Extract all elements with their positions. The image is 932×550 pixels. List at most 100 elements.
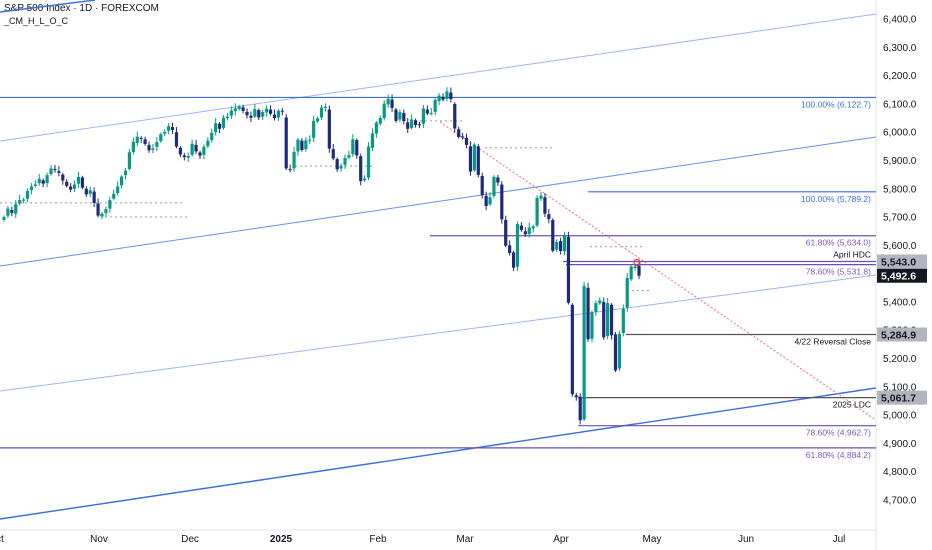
candle-body-110 (433, 99, 437, 112)
x-tick-label-7: May (643, 534, 662, 545)
candle-body-11 (45, 175, 49, 184)
candle-body-100 (394, 109, 398, 121)
candle-body-138 (543, 197, 547, 214)
candle-body-1 (6, 208, 10, 216)
level-label-7: 78.60% (4,962.7) (806, 428, 871, 438)
candle-body-152 (598, 300, 602, 304)
candle-body-145 (570, 304, 574, 395)
candle-body-64 (253, 108, 257, 117)
candle-body-111 (437, 95, 441, 102)
candle-body-124 (488, 197, 492, 205)
candle-body-137 (539, 195, 543, 199)
candle-body-15 (61, 174, 65, 181)
y-tick-label-0: 6,400.0 (883, 15, 917, 26)
candle-body-115 (453, 103, 457, 129)
candle-body-141 (555, 241, 559, 250)
candle-body-6 (25, 191, 30, 199)
candle-body-112 (441, 96, 445, 100)
candle-body-71 (280, 110, 284, 112)
x-tick-label-2: Dec (181, 534, 199, 545)
candle-body-78 (308, 139, 312, 141)
candle-body-63 (249, 115, 253, 118)
x-tick-label-4: Feb (369, 534, 387, 545)
candle-body-128 (504, 219, 508, 246)
candle-body-114 (449, 92, 453, 100)
candle-body-92 (363, 178, 367, 181)
candle-body-104 (410, 119, 414, 128)
high-marker (633, 258, 641, 267)
candle-body-70 (276, 110, 280, 118)
y-tick-label-4: 6,000.0 (883, 128, 917, 139)
y-tick-label-6: 5,800.0 (883, 184, 917, 195)
y-tick-label-8: 5,600.0 (883, 241, 917, 252)
candle-body-0 (2, 217, 6, 220)
candle-body-9 (37, 178, 41, 184)
candle-body-27 (108, 200, 112, 209)
candle-body-136 (535, 197, 539, 226)
channel-mid-line (0, 136, 877, 267)
candle-body-107 (421, 108, 426, 124)
level-label-8: 61.80% (4,884.2) (806, 450, 871, 460)
candle-body-43 (170, 127, 175, 130)
candle-body-116 (457, 129, 461, 137)
candle-body-82 (323, 106, 328, 109)
candle-body-134 (527, 227, 531, 235)
price-badge-label-2: 5,284.9 (881, 330, 916, 342)
candle-body-126 (496, 177, 500, 183)
candle-body-143 (562, 236, 567, 252)
y-tick-label-3: 6,100.0 (883, 99, 917, 110)
candle-body-120 (472, 144, 476, 171)
candle-body-79 (312, 120, 316, 138)
candle-body-7 (29, 186, 34, 191)
trendline-top-fragment (0, 0, 96, 13)
indicator-label: _CM_H_L_O_C (4, 16, 69, 26)
x-tick-label-3: 2025 (270, 534, 293, 545)
candle-body-24 (96, 203, 100, 216)
candle-body-125 (492, 176, 496, 196)
candle-body-67 (265, 108, 269, 113)
candle-body-80 (315, 118, 320, 122)
y-tick-label-7: 5,700.0 (883, 213, 917, 224)
level-label-3: April HDC (833, 249, 871, 259)
candle-body-37 (147, 144, 151, 151)
y-tick-label-1: 6,300.0 (883, 43, 917, 54)
candle-body-84 (331, 149, 335, 159)
y-tick-label-15: 4,900.0 (883, 439, 917, 450)
candle-body-53 (210, 132, 214, 141)
candle-body-109 (429, 112, 433, 114)
candle-body-57 (225, 116, 230, 119)
candle-body-81 (319, 107, 324, 118)
candle-body-127 (500, 184, 504, 220)
candle-body-30 (119, 176, 124, 186)
candle-body-106 (417, 124, 422, 126)
candle-body-16 (65, 181, 69, 186)
candle-body-72 (284, 117, 288, 169)
candle-body-14 (57, 171, 61, 173)
candle-body-130 (511, 252, 516, 268)
candle-body-61 (241, 107, 245, 111)
level-label-6: 2025 LDC (833, 400, 871, 410)
candle-body-33 (131, 141, 135, 152)
candle-body-76 (300, 140, 304, 151)
candle-body-95 (374, 122, 378, 134)
candle-body-38 (151, 148, 155, 150)
candle-body-29 (116, 186, 120, 194)
candle-body-105 (413, 120, 418, 126)
candle-body-121 (476, 146, 480, 175)
candle-body-101 (398, 112, 402, 120)
price-badge-bg-3 (877, 390, 927, 405)
x-tick-label-1: Nov (90, 534, 108, 545)
candle-body-86 (339, 165, 343, 169)
y-tick-label-10: 5,400.0 (883, 297, 917, 308)
candle-body-89 (351, 139, 355, 155)
x-tick-label-9: Jul (833, 534, 846, 545)
level-label-5: 4/22 Reversal Close (794, 337, 871, 347)
candle-body-55 (217, 123, 222, 129)
candle-body-156 (613, 334, 618, 371)
candle-body-83 (327, 109, 331, 149)
candle-body-48 (190, 143, 194, 155)
y-tick-label-2: 6,200.0 (883, 71, 917, 82)
x-tick-label-0: Oct (0, 534, 4, 545)
candle-body-147 (578, 396, 582, 421)
